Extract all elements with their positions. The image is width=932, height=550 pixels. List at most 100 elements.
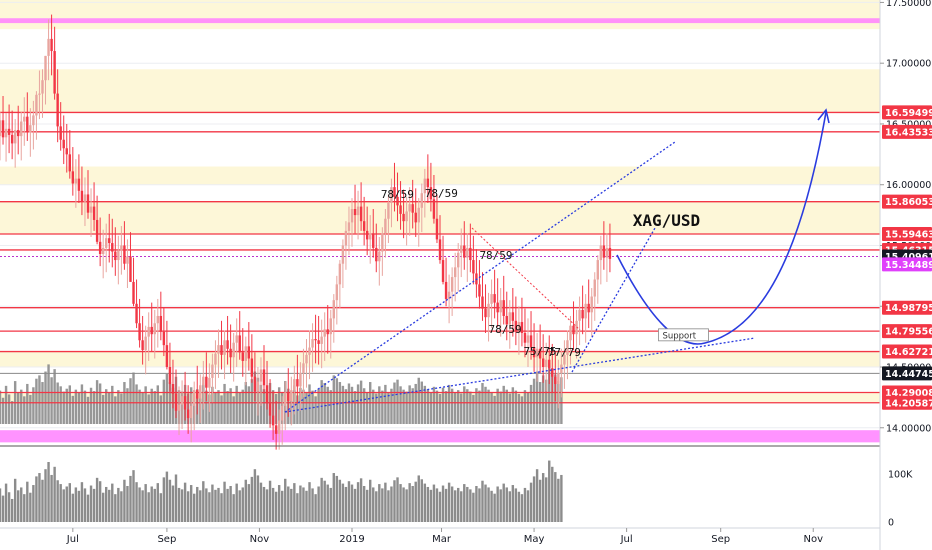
price-zone (0, 69, 880, 113)
volume-pane-bar (196, 486, 199, 522)
price-level-tag-text: 15.86053 (885, 197, 932, 208)
volume-pane-bar (469, 489, 472, 522)
volume-bar (108, 392, 111, 424)
candle-body (44, 55, 47, 81)
price-level-tag (882, 194, 932, 209)
candle-body (463, 245, 466, 258)
candle-body (196, 390, 199, 399)
x-tick-label: Sep (711, 534, 730, 545)
volume-pane-bar (4, 483, 8, 522)
candle-body (171, 384, 175, 394)
volume-pane-bar (232, 494, 235, 522)
candle-body (356, 206, 360, 216)
candle-body (114, 251, 117, 261)
volume-bar (311, 390, 314, 424)
volume-bar (29, 394, 32, 424)
candle-body (499, 300, 502, 313)
candle-body (153, 323, 156, 335)
volume-bar (447, 384, 451, 424)
volume-pane-bar (68, 483, 72, 522)
grid-lines (0, 1, 880, 429)
candle-body (144, 336, 147, 350)
candle-body (135, 303, 138, 324)
candle-body (520, 322, 524, 333)
candle-body (229, 348, 232, 358)
candle-body (493, 294, 496, 303)
volume-pane-bar (32, 485, 35, 522)
candle-body (605, 247, 609, 258)
price-level-tag-text: 16.43533 (885, 127, 932, 138)
candle-body (32, 115, 35, 126)
x-tick-label: Nov (250, 534, 270, 545)
candle-body (423, 178, 427, 194)
volume-pane-bar (26, 481, 29, 522)
falling-channel-line[interactable] (471, 227, 581, 331)
candle-body (274, 425, 278, 434)
volume-pane-bar (47, 462, 50, 522)
volume-bar (390, 388, 393, 424)
volume-bar (548, 362, 551, 424)
volume-pane-bar (256, 475, 260, 522)
volume-bar (47, 364, 50, 424)
candle-body (311, 339, 314, 348)
candle-body (466, 247, 469, 258)
candle-body (123, 245, 126, 264)
candlesticks (0, 14, 612, 450)
candle-body (259, 369, 263, 382)
volume-bar (262, 389, 266, 424)
volume-pane-bar (302, 487, 305, 522)
volume-pane-bar (472, 492, 475, 522)
volume-pane-bar (223, 481, 226, 522)
volume-bar (335, 378, 339, 424)
candle-body (290, 390, 293, 402)
lower-trendline[interactable] (284, 337, 756, 413)
candle-body (344, 230, 348, 246)
volume-bar (481, 382, 484, 424)
volume-pane-bar (341, 483, 345, 522)
projection-curve[interactable] (616, 111, 827, 345)
volume-bar (356, 384, 360, 424)
volume-pane-bar (323, 480, 326, 522)
candle-body (92, 206, 96, 220)
volume-pane-bar (314, 494, 317, 522)
candle-body (132, 281, 135, 304)
candle-body (444, 281, 448, 299)
volume-pane-bar (168, 479, 172, 522)
candle-body (126, 256, 129, 264)
price-level-tag-text: 14.62721 (885, 347, 932, 358)
volume-bar (414, 383, 417, 424)
candle-body (235, 335, 238, 343)
volume-bar (220, 395, 223, 424)
candle-body (602, 245, 606, 258)
volume-pane-bar (241, 487, 244, 522)
volume-pane-bar (23, 494, 26, 522)
volume-bar (487, 389, 490, 424)
volume-bar (74, 389, 78, 424)
volume-pane-bar (456, 487, 460, 522)
price-level-tag-text: 14.79556 (885, 327, 932, 338)
volume-pane-bar (192, 493, 196, 522)
volume-bar (126, 388, 129, 424)
volume-pane-bar (359, 478, 363, 522)
candle-body (341, 245, 345, 264)
candle-body (472, 260, 475, 274)
trend-drawings[interactable] (284, 108, 830, 413)
support-label: Support (662, 331, 696, 341)
y-tick-label: 14.00000 (886, 423, 931, 434)
candle-body (56, 93, 59, 127)
candle-body (368, 233, 372, 240)
x-tick-label: Nov (803, 534, 823, 545)
volume-pane-bar (475, 486, 478, 522)
candle-body (80, 190, 84, 202)
upper-trendline[interactable] (284, 141, 676, 413)
fib-annotation: 78/59 (479, 249, 512, 262)
candle-body (271, 415, 275, 426)
candle-body (429, 187, 433, 200)
candle-body (460, 245, 463, 253)
candle-body (508, 312, 512, 325)
candle-body (350, 209, 354, 223)
volume-pane-bar (514, 488, 518, 522)
volume-bar (71, 395, 75, 424)
volume-bar (92, 391, 96, 424)
